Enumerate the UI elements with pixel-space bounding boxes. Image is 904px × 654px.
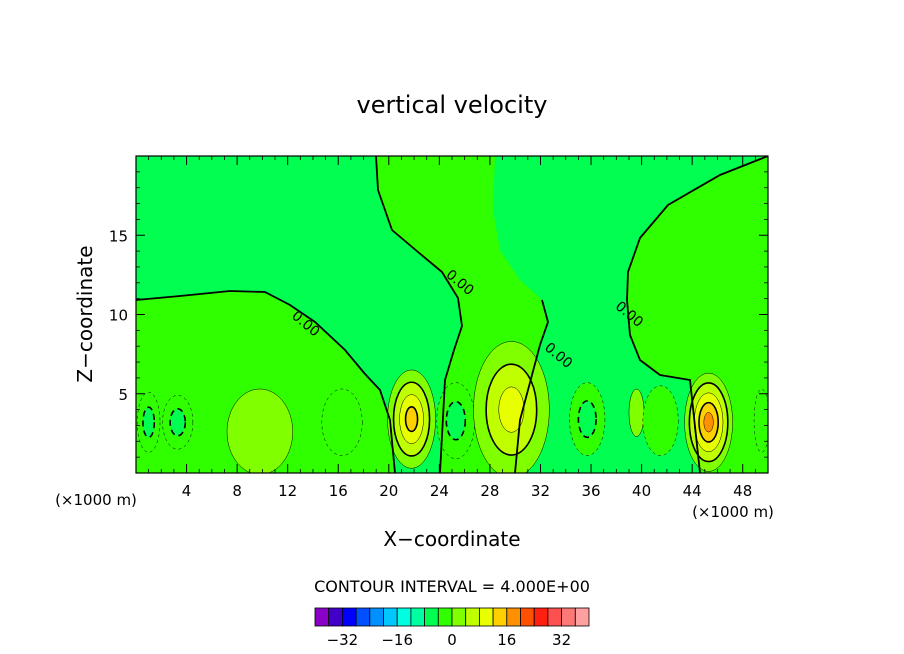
contour-cell bbox=[753, 388, 768, 453]
contour-ring bbox=[577, 400, 597, 439]
contour-cell bbox=[436, 382, 476, 459]
colorbar-tick-label: 16 bbox=[497, 631, 516, 649]
contour-cell bbox=[321, 388, 363, 456]
contour-interval-label: CONTOUR INTERVAL = 4.000E+00 bbox=[314, 577, 590, 596]
contour-ring bbox=[321, 388, 363, 456]
x-tick-label: 28 bbox=[480, 482, 499, 500]
y-tick-label: 10 bbox=[109, 307, 128, 325]
colorbar-swatch bbox=[492, 607, 508, 627]
x-axis: 4 8 12 16 20 24 28 32 36 40 44 48 bbox=[148, 156, 756, 500]
contour-cells bbox=[137, 341, 768, 473]
colorbar-swatch bbox=[520, 607, 535, 627]
x-tick-label: 12 bbox=[278, 482, 297, 500]
x-unit-left: (×1000 m) bbox=[55, 491, 137, 509]
contour-cell bbox=[162, 395, 194, 450]
colorbar-swatch bbox=[410, 607, 425, 627]
colorbar-swatch bbox=[451, 607, 467, 627]
contour-ring bbox=[226, 388, 293, 473]
x-tick-label: 40 bbox=[632, 482, 651, 500]
x-tick-label: 8 bbox=[232, 482, 242, 500]
zero-contour-center-right bbox=[514, 299, 549, 473]
colorbar-swatch bbox=[383, 607, 398, 627]
contour-ring bbox=[404, 406, 419, 433]
contour-ring bbox=[142, 406, 156, 439]
x-tick-label: 44 bbox=[683, 482, 702, 500]
contour-ring bbox=[753, 388, 768, 453]
colorbar-swatch bbox=[314, 607, 330, 627]
colorbar-tick-label: −16 bbox=[381, 631, 413, 649]
colorbar-swatch bbox=[561, 607, 576, 627]
colorbar-swatch bbox=[396, 607, 412, 627]
contour-ring bbox=[703, 412, 714, 433]
contour-ring bbox=[445, 400, 467, 441]
colorbar-swatch bbox=[369, 607, 384, 627]
colorbar-swatch bbox=[437, 607, 453, 627]
chart-title: vertical velocity bbox=[357, 91, 548, 119]
contour-cell bbox=[387, 369, 436, 469]
colorbar-swatch bbox=[533, 607, 549, 627]
colorbar-swatch bbox=[547, 607, 563, 627]
colorbar-tick-label: 0 bbox=[447, 631, 457, 649]
contour-cell bbox=[642, 385, 679, 456]
colorbar-swatch bbox=[465, 607, 480, 627]
contour-cell bbox=[473, 341, 550, 473]
zero-contour-lines bbox=[136, 156, 768, 473]
x-unit-right: (×1000 m) bbox=[692, 503, 774, 521]
contour-ring bbox=[169, 408, 187, 437]
x-tick-label: 20 bbox=[379, 482, 398, 500]
x-tick-label: 16 bbox=[329, 482, 348, 500]
x-tick-label: 48 bbox=[733, 482, 752, 500]
x-axis-label: X−coordinate bbox=[383, 527, 520, 551]
colorbar-swatch bbox=[424, 607, 439, 627]
zero-contour-right bbox=[626, 156, 768, 473]
y-axis-label: Z−coordinate bbox=[73, 245, 97, 382]
y-tick-label: 5 bbox=[118, 386, 128, 404]
colorbar bbox=[314, 607, 590, 627]
upper-right-positive-region bbox=[627, 156, 768, 473]
colorbar-swatch bbox=[478, 607, 494, 627]
colorbar-swatch bbox=[355, 607, 371, 627]
colorbar-swatch bbox=[506, 607, 521, 627]
contour-cell bbox=[226, 388, 293, 473]
contour-cell bbox=[569, 382, 606, 456]
x-tick-label: 24 bbox=[430, 482, 449, 500]
zero-contour-left bbox=[136, 290, 396, 473]
colorbar-tick-label: −32 bbox=[327, 631, 359, 649]
x-tick-label: 36 bbox=[581, 482, 600, 500]
colorbar-tick-label: 32 bbox=[552, 631, 571, 649]
y-tick-label: 15 bbox=[109, 227, 128, 245]
zero-contour-center-left bbox=[375, 156, 463, 473]
colorbar-tick-labels: −32 −16 0 16 32 bbox=[327, 631, 572, 649]
contour-ring bbox=[628, 388, 645, 437]
colorbar-swatch bbox=[341, 607, 357, 627]
contour-cell bbox=[137, 391, 161, 453]
x-tick-label: 4 bbox=[182, 482, 192, 500]
contour-cell bbox=[684, 372, 733, 472]
contour-cell bbox=[628, 388, 645, 437]
colorbar-swatch bbox=[328, 607, 343, 627]
colorbar-swatch bbox=[574, 607, 590, 627]
contour-ring bbox=[642, 385, 679, 456]
contour-ring bbox=[498, 386, 525, 433]
x-tick-label: 32 bbox=[531, 482, 550, 500]
y-axis: 5 10 15 bbox=[109, 171, 768, 458]
